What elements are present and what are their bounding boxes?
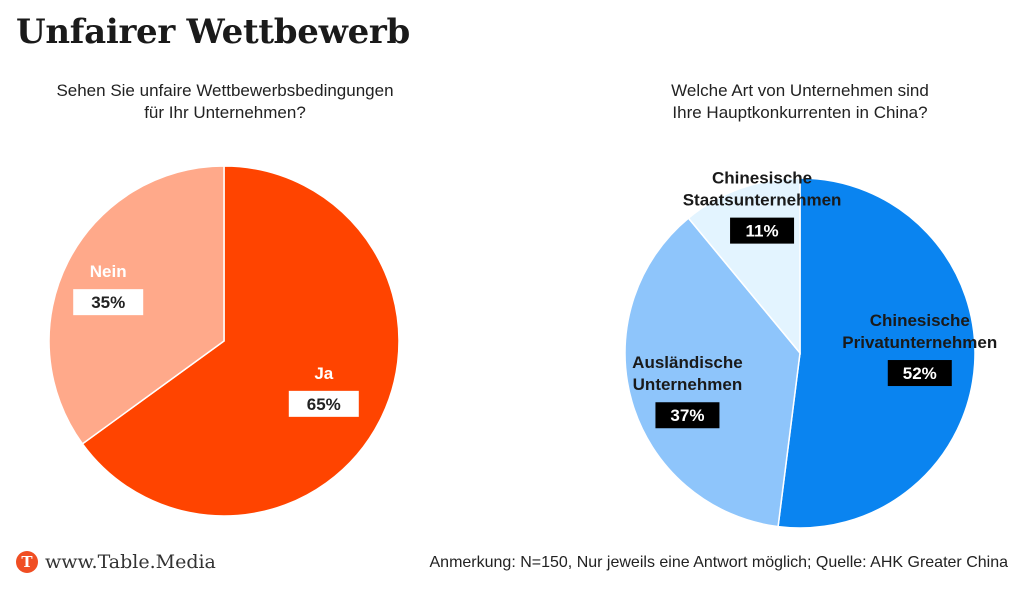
value-label-nein: 35% [91, 293, 125, 312]
brand-url: www.Table.Media [45, 551, 216, 573]
chart-right-title-line-2: Ihre Hauptkonkurrenten in China? [672, 103, 928, 122]
slice-label-ja: Ja [314, 364, 333, 383]
pie-slice-chinesische-privatunternehmen [777, 177, 976, 529]
value-label-chinesische-staatsunternehmen: 11% [746, 222, 779, 241]
value-label-ja: 65% [307, 395, 341, 414]
brand-logo: T www.Table.Media [16, 551, 216, 573]
slice-label-chinesische-privatunternehmen-line-1: Chinesische [870, 311, 970, 330]
slice-label-auslaendische-unternehmen-line-1: Ausländische [632, 353, 743, 372]
table-media-logo-icon: T [16, 551, 38, 573]
slice-label-nein: Nein [90, 262, 127, 281]
chart-right-title-line-1: Welche Art von Unternehmen sind [671, 81, 929, 100]
value-badge-chinesische-staatsunternehmen [730, 217, 795, 244]
value-badge-nein [73, 289, 144, 316]
slice-label-chinesische-staatsunternehmen-line-1: Chinesische [712, 169, 812, 188]
value-label-auslaendische-unternehmen: 37% [670, 406, 704, 425]
source-note: Anmerkung: N=150, Nur jeweils eine Antwo… [429, 554, 1009, 571]
chart-left-title-line-1: Sehen Sie unfaire Wettbewerbsbedingungen [56, 81, 394, 100]
slice-label-chinesische-staatsunternehmen-line-2: Staatsunternehmen [683, 191, 842, 210]
value-badge-auslaendische-unternehmen [655, 402, 720, 429]
value-badge-ja [288, 390, 359, 417]
slice-label-chinesische-privatunternehmen-line-2: Privatunternehmen [842, 333, 997, 352]
value-badge-chinesische-privatunternehmen [887, 360, 952, 387]
chart-left-title: Sehen Sie unfaire Wettbewerbsbedingungen… [20, 80, 430, 124]
pie-slice-ja [81, 165, 400, 517]
chart-left-title-line-2: für Ihr Unternehmen? [144, 103, 306, 122]
chart-right-title: Welche Art von Unternehmen sind Ihre Hau… [600, 80, 1000, 124]
page-title: Unfairer Wettbewerb [16, 12, 410, 52]
pie-slice-auslaendische-unternehmen [624, 217, 801, 528]
slice-label-auslaendische-unternehmen-line-2: Unternehmen [633, 375, 743, 394]
value-label-chinesische-privatunternehmen: 52% [903, 364, 937, 383]
